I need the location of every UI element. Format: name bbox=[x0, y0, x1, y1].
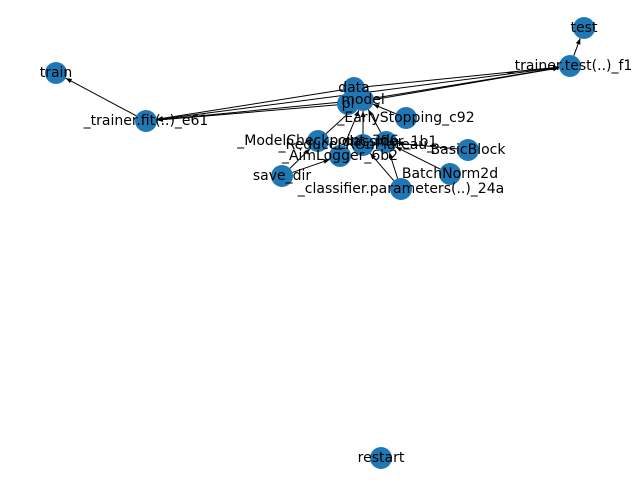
edge-pl-to-trainer_fit bbox=[156, 104, 338, 122]
node-label-trainer-fit: _trainer.fit(..)_e61 bbox=[83, 113, 209, 129]
node-label-model-checkpoint: _ModelCheckpoint_3d6 bbox=[236, 133, 399, 149]
node-restart bbox=[370, 447, 392, 469]
edge-save_dir-to-model_checkpoint bbox=[289, 148, 311, 169]
node-label-classifier-params: _classifier.parameters(..)_24a bbox=[297, 181, 504, 197]
node-label-train: train bbox=[40, 65, 73, 81]
node-label-model: model bbox=[341, 92, 385, 108]
edge-data-to-trainer_test bbox=[364, 65, 560, 88]
node-label-trainer-test: _trainer.test(..)_f1 bbox=[507, 58, 633, 74]
node-save-dir bbox=[271, 165, 293, 187]
node-label-test: test bbox=[571, 20, 598, 36]
node-early-stopping bbox=[395, 107, 417, 129]
edge-model-to-trainer_fit bbox=[156, 100, 353, 122]
node-trainer-test bbox=[559, 55, 581, 77]
node-train bbox=[45, 62, 67, 84]
edge-early_stopping-to-model bbox=[372, 103, 397, 115]
node-pl bbox=[337, 93, 359, 115]
node-trainer-fit bbox=[135, 110, 157, 132]
nodes-layer bbox=[45, 17, 595, 469]
edge-trainer_test-to-test bbox=[573, 38, 581, 56]
node-batchnorm bbox=[439, 163, 461, 185]
node-model-checkpoint bbox=[307, 130, 329, 152]
edge-classifier_params-to-classifier bbox=[388, 152, 399, 179]
edge-aim_logger-to-model bbox=[343, 109, 360, 147]
node-label-save-dir: save_dir bbox=[253, 168, 312, 184]
node-basic-block bbox=[457, 139, 479, 161]
edge-classifier-to-model bbox=[367, 109, 382, 133]
node-test bbox=[573, 17, 595, 39]
node-reduce-lr bbox=[352, 134, 374, 156]
node-label-restart: restart bbox=[358, 450, 405, 466]
edge-basic_block-to-classifier bbox=[396, 141, 458, 150]
node-label-reduce-lr: _ReduceLROnPlateau_... bbox=[277, 137, 447, 153]
edge-trainer_fit-to-train bbox=[65, 77, 137, 117]
labels-layer: test _trainer.test(..)_f1 train _trainer.fi… bbox=[40, 20, 633, 466]
edge-save_dir-to-aim_logger bbox=[292, 159, 330, 173]
node-classifier bbox=[375, 131, 397, 153]
node-classifier-params bbox=[390, 178, 412, 200]
edge-batchnorm-to-classifier bbox=[395, 146, 441, 170]
edge-model-to-trainer_test bbox=[373, 66, 560, 99]
node-label-pl: pl bbox=[342, 96, 355, 112]
node-label-data: data bbox=[338, 80, 370, 96]
edge-classifier_params-to-reduce_lr bbox=[369, 152, 395, 182]
node-label-batchnorm: BatchNorm2d bbox=[402, 166, 498, 182]
node-aim-logger bbox=[329, 145, 351, 167]
edge-data-to-trainer_fit bbox=[156, 89, 344, 121]
node-label-aim-logger: _AimLogger_6b2 bbox=[281, 148, 398, 164]
node-label-early-stopping: _EarlyStopping_c92 bbox=[336, 110, 474, 126]
node-label-classifier: _classifier_1b1 bbox=[334, 134, 438, 150]
node-label-basic-block: BasicBlock bbox=[431, 142, 507, 158]
